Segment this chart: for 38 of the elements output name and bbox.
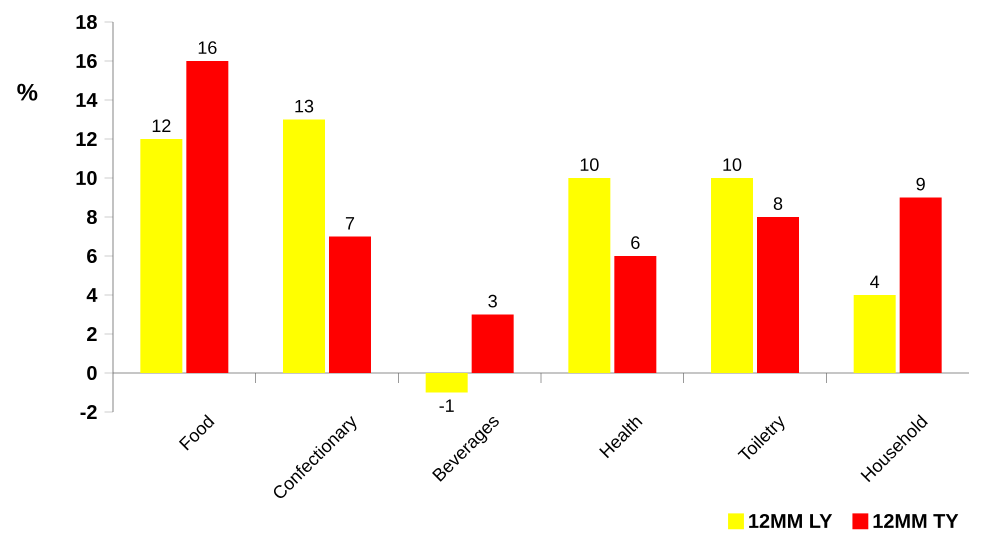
y-tick-label: 0 (87, 366, 97, 380)
bar (711, 178, 754, 373)
data-label: 9 (916, 178, 925, 190)
bar (854, 295, 896, 373)
y-tick-label: 6 (87, 248, 97, 264)
data-label: 10 (580, 158, 599, 171)
y-axis-title: % (17, 84, 38, 101)
y-tick-label: 10 (76, 170, 97, 186)
data-label: 6 (631, 236, 640, 249)
y-tick-label: 8 (87, 210, 97, 224)
bar (186, 61, 228, 373)
bar (757, 217, 799, 373)
data-label: 4 (870, 276, 880, 288)
bar (900, 198, 942, 373)
bar (426, 373, 468, 392)
bar (283, 120, 326, 373)
legend-label: 12MM TY (874, 514, 958, 528)
data-label: -1 (440, 400, 454, 412)
data-label: 7 (346, 217, 354, 230)
data-label: 13 (295, 100, 314, 112)
bar (614, 256, 656, 373)
y-tick-label: 4 (86, 288, 98, 302)
y-tick-label: 2 (87, 327, 97, 341)
data-label: 12 (152, 119, 170, 132)
bar (140, 139, 182, 373)
y-tick-label: 16 (76, 54, 97, 68)
bar (328, 236, 371, 373)
data-label: 10 (723, 158, 742, 171)
y-tick-label: 14 (76, 93, 98, 107)
data-label: 3 (488, 294, 497, 308)
y-tick-label: 18 (76, 14, 97, 30)
data-label: 16 (198, 41, 217, 54)
legend-label: 12MM LY (749, 514, 832, 528)
data-label: 8 (774, 197, 782, 210)
bar (472, 314, 514, 373)
y-tick-label: 12 (76, 132, 97, 146)
bar (568, 178, 610, 373)
y-tick-label: -2 (80, 405, 97, 419)
